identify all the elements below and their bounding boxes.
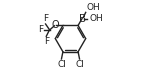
Text: F: F <box>44 37 49 46</box>
Text: Cl: Cl <box>75 60 84 69</box>
Text: F: F <box>43 14 48 23</box>
Text: O: O <box>52 20 60 30</box>
Text: OH: OH <box>86 3 100 12</box>
Text: Cl: Cl <box>57 60 66 69</box>
Text: OH: OH <box>89 14 103 23</box>
Text: F: F <box>38 25 43 34</box>
Text: B: B <box>79 14 86 24</box>
